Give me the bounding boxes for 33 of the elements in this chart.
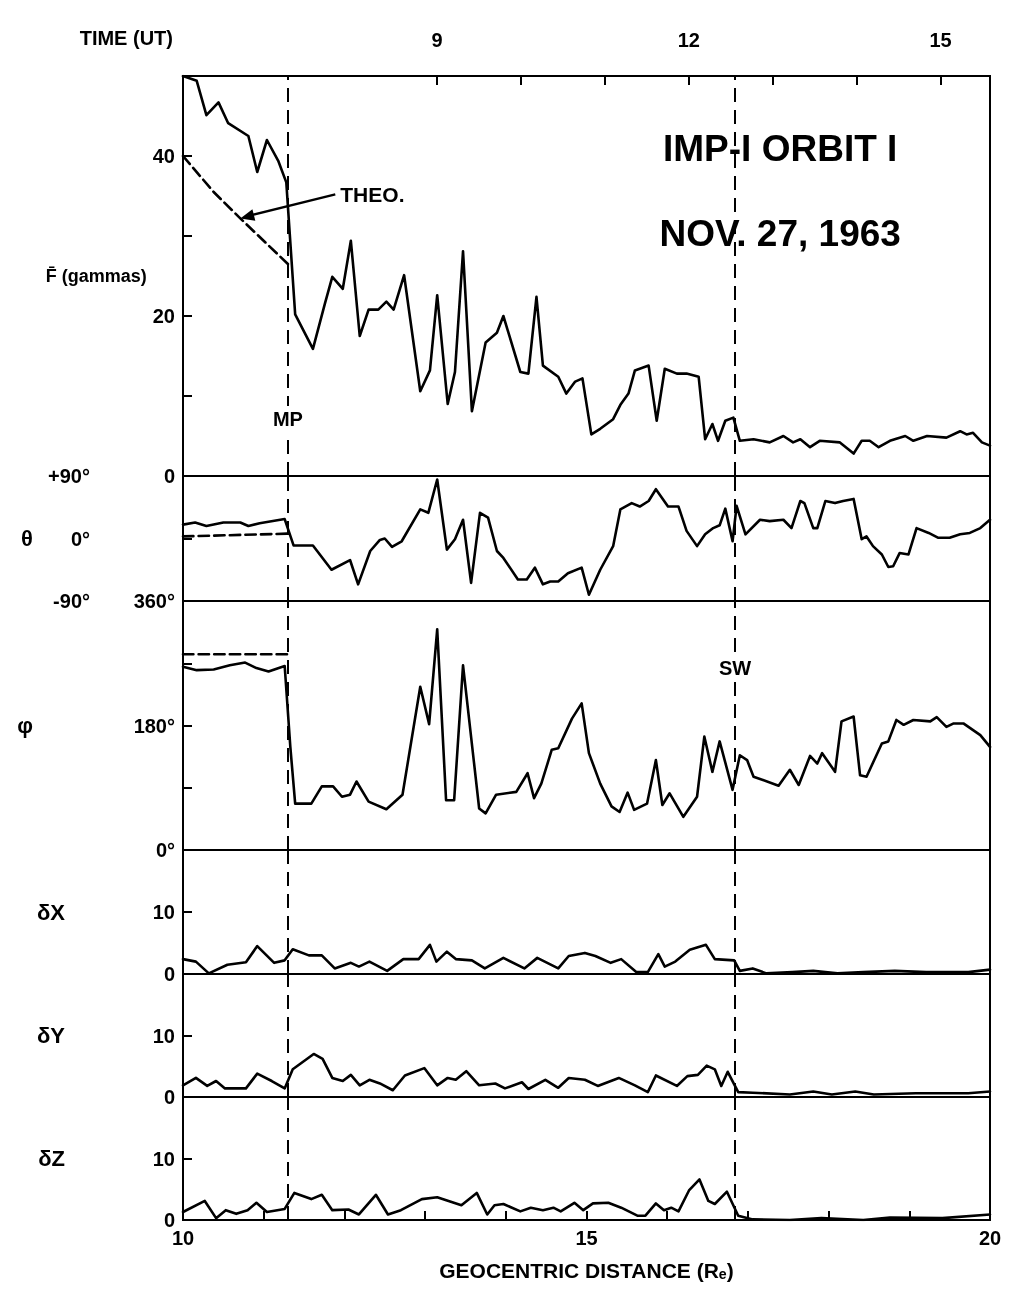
y-tick-label: 10 [152, 1147, 175, 1170]
y-tick-label: 0° [155, 839, 175, 861]
y-axis-title: φ [17, 713, 33, 738]
x-axis-title: GEOCENTRIC DISTANCE (Rₑ) [439, 1259, 734, 1282]
ref-line-label: MP [272, 407, 303, 430]
y-tick-label: 0 [163, 465, 175, 487]
y-tick-label: 10 [152, 901, 175, 923]
y-tick-label: 10 [152, 1024, 175, 1047]
y-axis-title: δX [36, 899, 66, 925]
x-tick-label: 15 [575, 1227, 598, 1249]
x2-tick-label: 9 [431, 29, 443, 51]
y-axis-title: δZ [38, 1146, 65, 1171]
x-tick-label: 20 [978, 1227, 1002, 1249]
y-tick-label: 0 [163, 963, 175, 985]
y-axis-title: F̄ (gammas) [45, 265, 147, 286]
annotation: NOV. 27, 1963 [659, 212, 901, 254]
annotation: IMP-I ORBIT I [663, 127, 898, 169]
y-tick-label: -90° [53, 590, 90, 612]
y-axis-title: δY [36, 1023, 66, 1048]
y-tick-label: 180° [133, 714, 175, 737]
annotation: THEO. [340, 182, 405, 206]
y-tick-label: 0 [163, 1086, 175, 1108]
x2-tick-label: 15 [929, 29, 952, 51]
x2-tick-label: 12 [677, 29, 700, 51]
y-tick-label: 40 [152, 145, 175, 167]
x2-axis-title: TIME (UT) [79, 27, 173, 49]
y-tick-label: +90° [48, 465, 90, 487]
y-tick-label: 360° [133, 590, 175, 612]
y-axis-title: θ [21, 526, 33, 551]
y-tick-label: 0 [163, 1209, 175, 1231]
y-tick-label: 0° [70, 527, 90, 550]
ref-line-label: SW [718, 657, 752, 680]
y-tick-label: 20 [152, 305, 175, 327]
